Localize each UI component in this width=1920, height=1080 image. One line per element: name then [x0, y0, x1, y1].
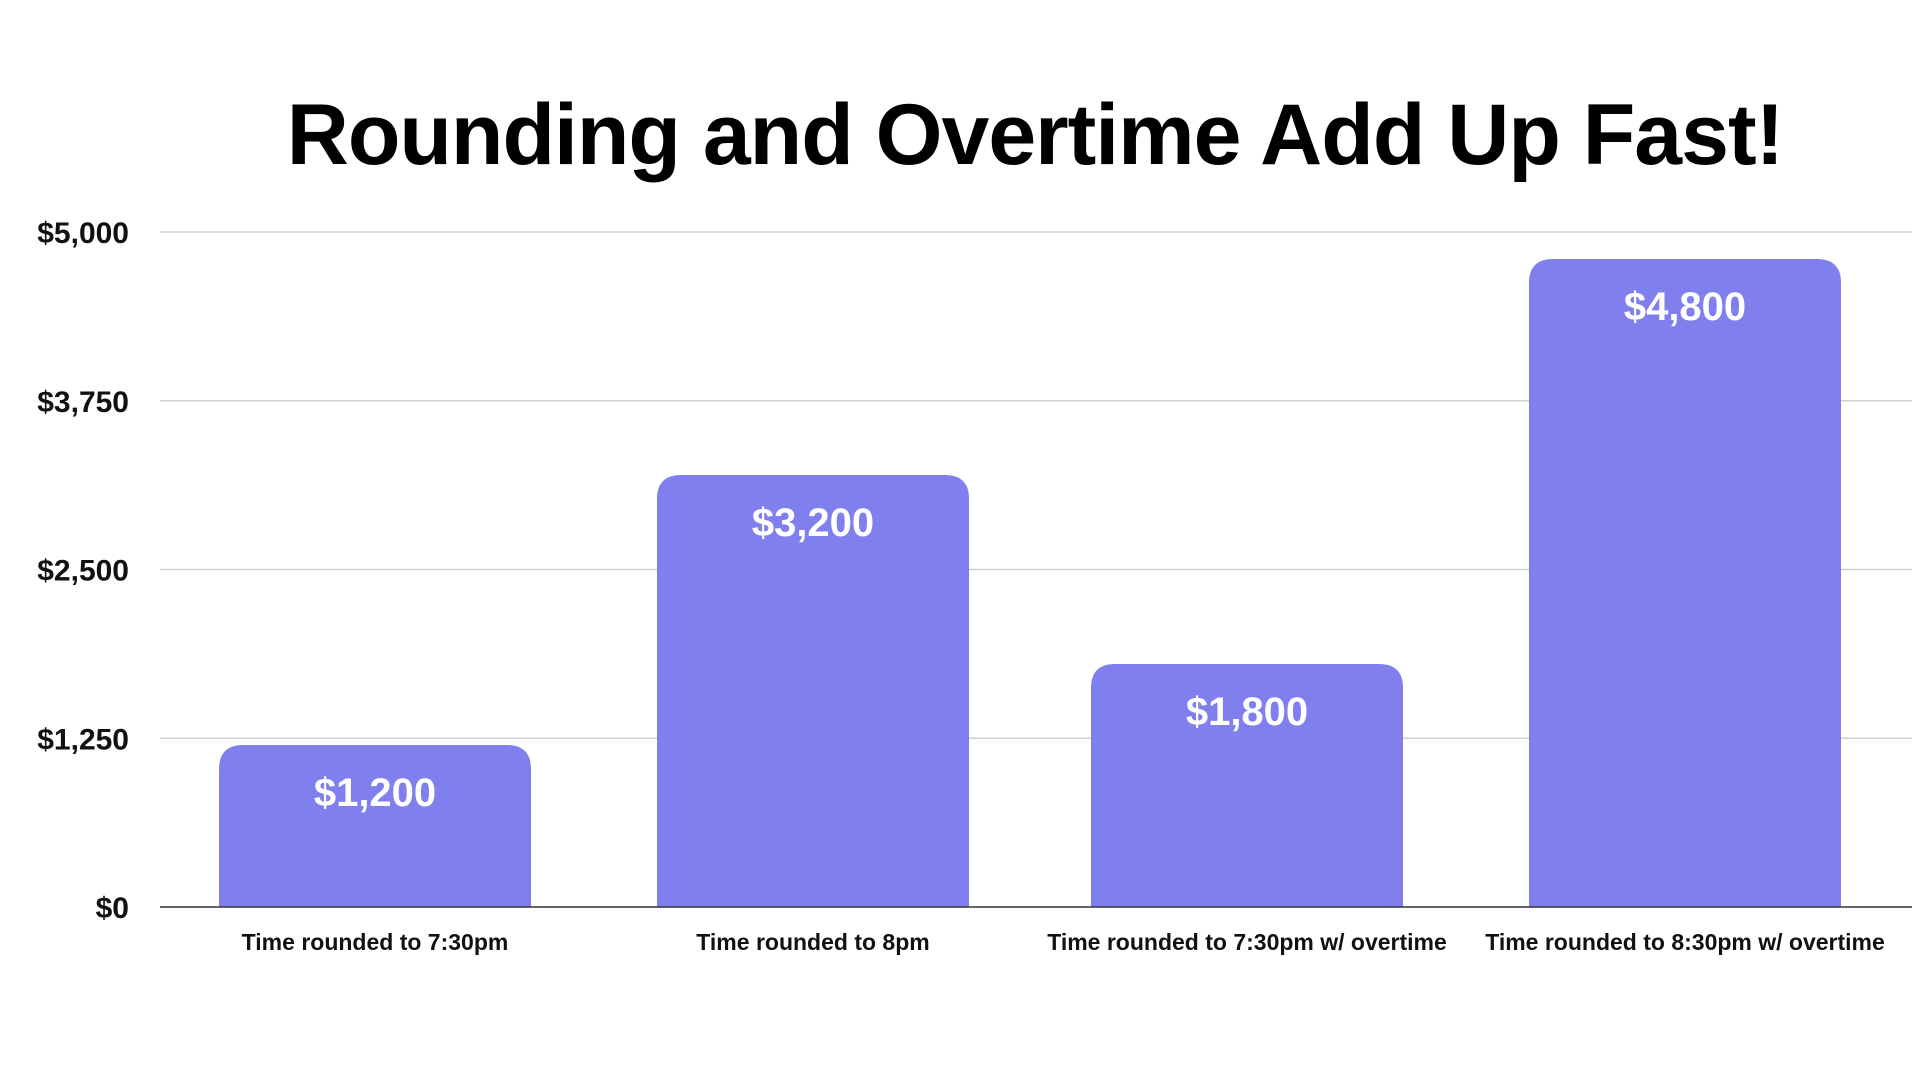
y-tick-label: $2,500: [37, 555, 129, 588]
bar: [219, 745, 531, 907]
bar-value-label: $4,800: [1624, 285, 1746, 329]
y-tick-label: $3,750: [37, 386, 129, 419]
x-category-label: Time rounded to 7:30pm w/ overtime: [1047, 929, 1447, 955]
bar: [1091, 664, 1403, 907]
x-category-label: Time rounded to 8:30pm w/ overtime: [1485, 929, 1885, 955]
bar-value-label: $1,800: [1186, 690, 1308, 734]
x-category-label: Time rounded to 8pm: [696, 929, 929, 955]
data-labels: $1,200 $3,200 $1,800 $4,800: [314, 285, 1746, 815]
bars: [219, 259, 1841, 907]
y-axis-ticks: $0 $1,250 $2,500 $3,750 $5,000: [37, 217, 129, 925]
y-tick-label: $0: [96, 892, 129, 925]
bar: [657, 475, 969, 907]
x-category-label: Time rounded to 7:30pm: [242, 929, 509, 955]
y-tick-label: $5,000: [37, 217, 129, 250]
bar-value-label: $1,200: [314, 771, 436, 815]
y-tick-label: $1,250: [37, 723, 129, 756]
x-axis-categories: Time rounded to 7:30pm Time rounded to 8p…: [242, 929, 1885, 955]
bar: [1529, 259, 1841, 907]
bar-value-label: $3,200: [752, 501, 874, 545]
